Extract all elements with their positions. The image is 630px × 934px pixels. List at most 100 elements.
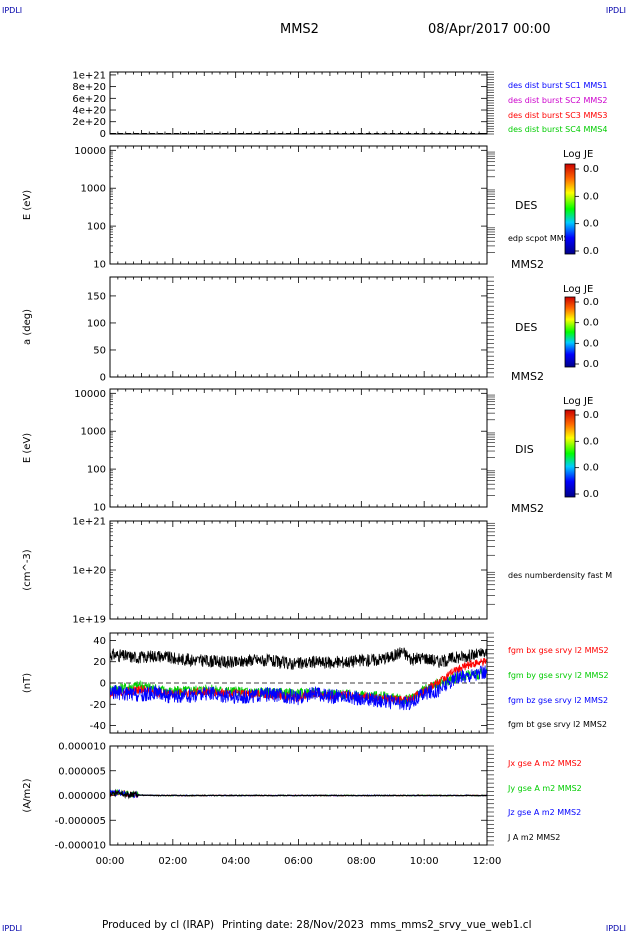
y-tick-label: 10 (93, 260, 106, 271)
legend-entry: Jy gse A m2 MMS2 (507, 784, 582, 793)
instrument-label: DES (515, 321, 537, 334)
footer-filename: mms_mms2_srvy_vue_web1.cl (370, 919, 532, 931)
colorbar-tick-label: 0.0 (583, 219, 599, 230)
legend-entry: des dist burst SC1 MMS1 (508, 81, 607, 90)
colorbar-title: Log JE (563, 149, 593, 160)
colorbar-tick-label: 0.0 (583, 489, 599, 500)
series-line (110, 788, 487, 800)
colorbar-tick-label: 0.0 (583, 246, 599, 257)
panel-frame (109, 388, 488, 508)
x-tick-label: 12:00 (473, 856, 502, 867)
y-tick-label: 150 (87, 291, 106, 302)
colorbar-tick-label: 0.0 (583, 410, 599, 421)
x-tick-label: 10:00 (410, 856, 439, 867)
colorbar-tick-label: 0.0 (583, 463, 599, 474)
y-tick-label: -20 (90, 700, 106, 711)
y-tick-label: 1e+21 (72, 70, 106, 81)
y-tick-label: 100 (87, 222, 106, 233)
panel-frame (109, 145, 488, 265)
series-line (110, 789, 487, 799)
y-axis-label: (A/m2) (22, 778, 33, 812)
legend-entry: des dist burst SC4 MMS4 (508, 125, 607, 134)
legend-entry: fgm bx gse srvy l2 MMS2 (508, 646, 609, 655)
colorbar-tick-label: 0.0 (583, 318, 599, 329)
x-tick-label: 06:00 (284, 856, 313, 867)
instrument-label: DIS (515, 443, 534, 456)
y-tick-label: 0 (100, 373, 106, 384)
y-axis-label: E (eV) (22, 433, 33, 463)
colorbar-tick-label: 0.0 (583, 297, 599, 308)
spacecraft-label: MMS2 (511, 370, 544, 383)
spacecraft-label: MMS2 (511, 502, 544, 515)
y-tick-label: 10000 (74, 389, 106, 400)
x-tick-label: 00:00 (96, 856, 125, 867)
colorbar-tick-label: 0.0 (583, 191, 599, 202)
colorbar (564, 296, 576, 368)
y-tick-label: 10 (93, 503, 106, 514)
legend-entry: Jx gse A m2 MMS2 (507, 759, 582, 768)
y-axis-label: (nT) (22, 673, 33, 693)
legend-entry: fgm bt gse srvy l2 MMS2 (508, 720, 607, 729)
y-tick-label: -40 (90, 721, 106, 732)
spacecraft-label: MMS2 (511, 258, 544, 271)
y-axis-label: a (deg) (22, 309, 33, 345)
instrument-label: DES (515, 199, 537, 212)
series-line (110, 647, 487, 671)
x-tick-label: 02:00 (158, 856, 187, 867)
panel-5: 40 20 0 -20 -40 (nT) fgm bx gse srvy l2 MMS2 fg… (22, 632, 609, 734)
panel-1: 10000 1000 100 10 E (eV) DES edp scpot MMS2 MMS… (22, 145, 599, 271)
y-tick-label: 1e+21 (72, 517, 106, 528)
corner-bl-label: IPDLI (2, 924, 23, 933)
panel-2: 150 100 50 0 a (deg) DES MMS2 Log JE 0.0 0.0 0.0 0.… (22, 276, 599, 384)
corner-tl-label: IPDLI (2, 6, 23, 15)
y-tick-label: 0.000005 (58, 766, 106, 777)
y-tick-label: 0.000010 (58, 742, 106, 753)
y-tick-label: 4e+20 (72, 106, 106, 117)
legend-entry: fgm bz gse srvy l2 MMS2 (508, 696, 608, 705)
colorbar (564, 409, 576, 498)
y-tick-label: 1e+20 (72, 566, 106, 577)
legend-entry: fgm by gse srvy l2 MMS2 (508, 671, 609, 680)
y-tick-label: 0.000000 (58, 791, 106, 802)
y-tick-label: 20 (93, 657, 106, 668)
overlay-label: edp scpot MMS2 (508, 234, 574, 243)
y-tick-label: 0 (100, 129, 106, 140)
panel-3: 10000 1000 100 10 E (eV) DIS MMS2 Log JE 0.0 0.0 0… (22, 388, 599, 515)
y-tick-label: 100 (87, 465, 106, 476)
spacecraft-title: MMS2 (280, 22, 319, 37)
y-tick-label: 1000 (81, 184, 106, 195)
y-tick-label: -0.000010 (55, 841, 106, 852)
corner-tr-label: IPDLI (605, 6, 626, 15)
y-tick-label: 10000 (74, 146, 106, 157)
colorbar (564, 163, 576, 255)
footer-produced-by: Produced by cl (IRAP) (102, 919, 215, 931)
panel-4: 1e+21 1e+20 1e+19 (cm^-3) des numberdensity … (22, 517, 612, 626)
legend-entry: J A m2 MMS2 (507, 833, 560, 842)
colorbar-title: Log JE (563, 396, 593, 407)
panel-frame (109, 71, 488, 135)
panel-frame (109, 276, 488, 378)
y-axis-label: E (eV) (22, 190, 33, 220)
corner-br-label: IPDLI (605, 924, 626, 933)
y-tick-label: 2e+20 (72, 117, 106, 128)
date-title: 08/Apr/2017 00:00 (428, 22, 551, 37)
y-tick-label: 100 (87, 318, 106, 329)
y-tick-label: 8e+20 (72, 82, 106, 93)
series-line (110, 790, 487, 799)
footer-printing-date: Printing date: 28/Nov/2023 (222, 919, 364, 931)
y-tick-label: -0.000005 (55, 816, 106, 827)
colorbar-tick-label: 0.0 (583, 436, 599, 447)
x-tick-label: 04:00 (221, 856, 250, 867)
y-tick-label: 1e+19 (72, 615, 106, 626)
colorbar-title: Log JE (563, 284, 593, 295)
legend-entry: Jz gse A m2 MMS2 (507, 808, 581, 817)
y-tick-label: 1000 (81, 427, 106, 438)
series-line (110, 665, 487, 711)
colorbar-tick-label: 0.0 (583, 359, 599, 370)
panel-6: 0.000010 0.000005 0.000000 -0.000005 -0.0000… (22, 742, 582, 852)
y-tick-label: 40 (93, 636, 106, 647)
colorbar-tick-label: 0.0 (583, 164, 599, 175)
legend-entry: des dist burst SC2 MMS2 (508, 96, 607, 105)
